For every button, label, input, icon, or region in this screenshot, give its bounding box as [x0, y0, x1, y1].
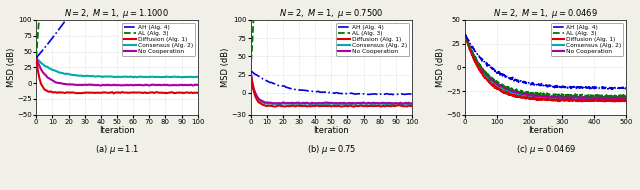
Title: $N = 2,\ M = 1,\ \mu = 0.0469$: $N = 2,\ M = 1,\ \mu = 0.0469$ [493, 7, 598, 20]
Legend: AH (Alg. 4), AL (Alg. 3), Diffusion (Alg. 1), Consensus (Alg. 2), No Cooperation: AH (Alg. 4), AL (Alg. 3), Diffusion (Alg… [122, 23, 195, 56]
X-axis label: Iteration: Iteration [99, 126, 135, 135]
Y-axis label: MSD (dB): MSD (dB) [436, 48, 445, 87]
Legend: AH (Alg. 4), AL (Alg. 3), Diffusion (Alg. 1), Consensus (Alg. 2), No Cooperation: AH (Alg. 4), AL (Alg. 3), Diffusion (Alg… [550, 23, 623, 56]
Text: (c) $\mu = 0.0469$: (c) $\mu = 0.0469$ [516, 143, 575, 156]
Legend: AH (Alg. 4), AL (Alg. 3), Diffusion (Alg. 1), Consensus (Alg. 2), No Cooperation: AH (Alg. 4), AL (Alg. 3), Diffusion (Alg… [337, 23, 409, 56]
Y-axis label: MSD (dB): MSD (dB) [221, 48, 230, 87]
Text: (b) $\mu = 0.75$: (b) $\mu = 0.75$ [307, 143, 356, 156]
X-axis label: Iteration: Iteration [528, 126, 563, 135]
Title: $N = 2,\ M = 1,\ \mu = 0.7500$: $N = 2,\ M = 1,\ \mu = 0.7500$ [279, 7, 383, 20]
Text: (a) $\mu = 1.1$: (a) $\mu = 1.1$ [95, 143, 140, 156]
X-axis label: Iteration: Iteration [314, 126, 349, 135]
Title: $N = 2,\ M = 1,\ \mu = 1.1000$: $N = 2,\ M = 1,\ \mu = 1.1000$ [65, 7, 170, 20]
Y-axis label: MSD (dB): MSD (dB) [7, 48, 16, 87]
